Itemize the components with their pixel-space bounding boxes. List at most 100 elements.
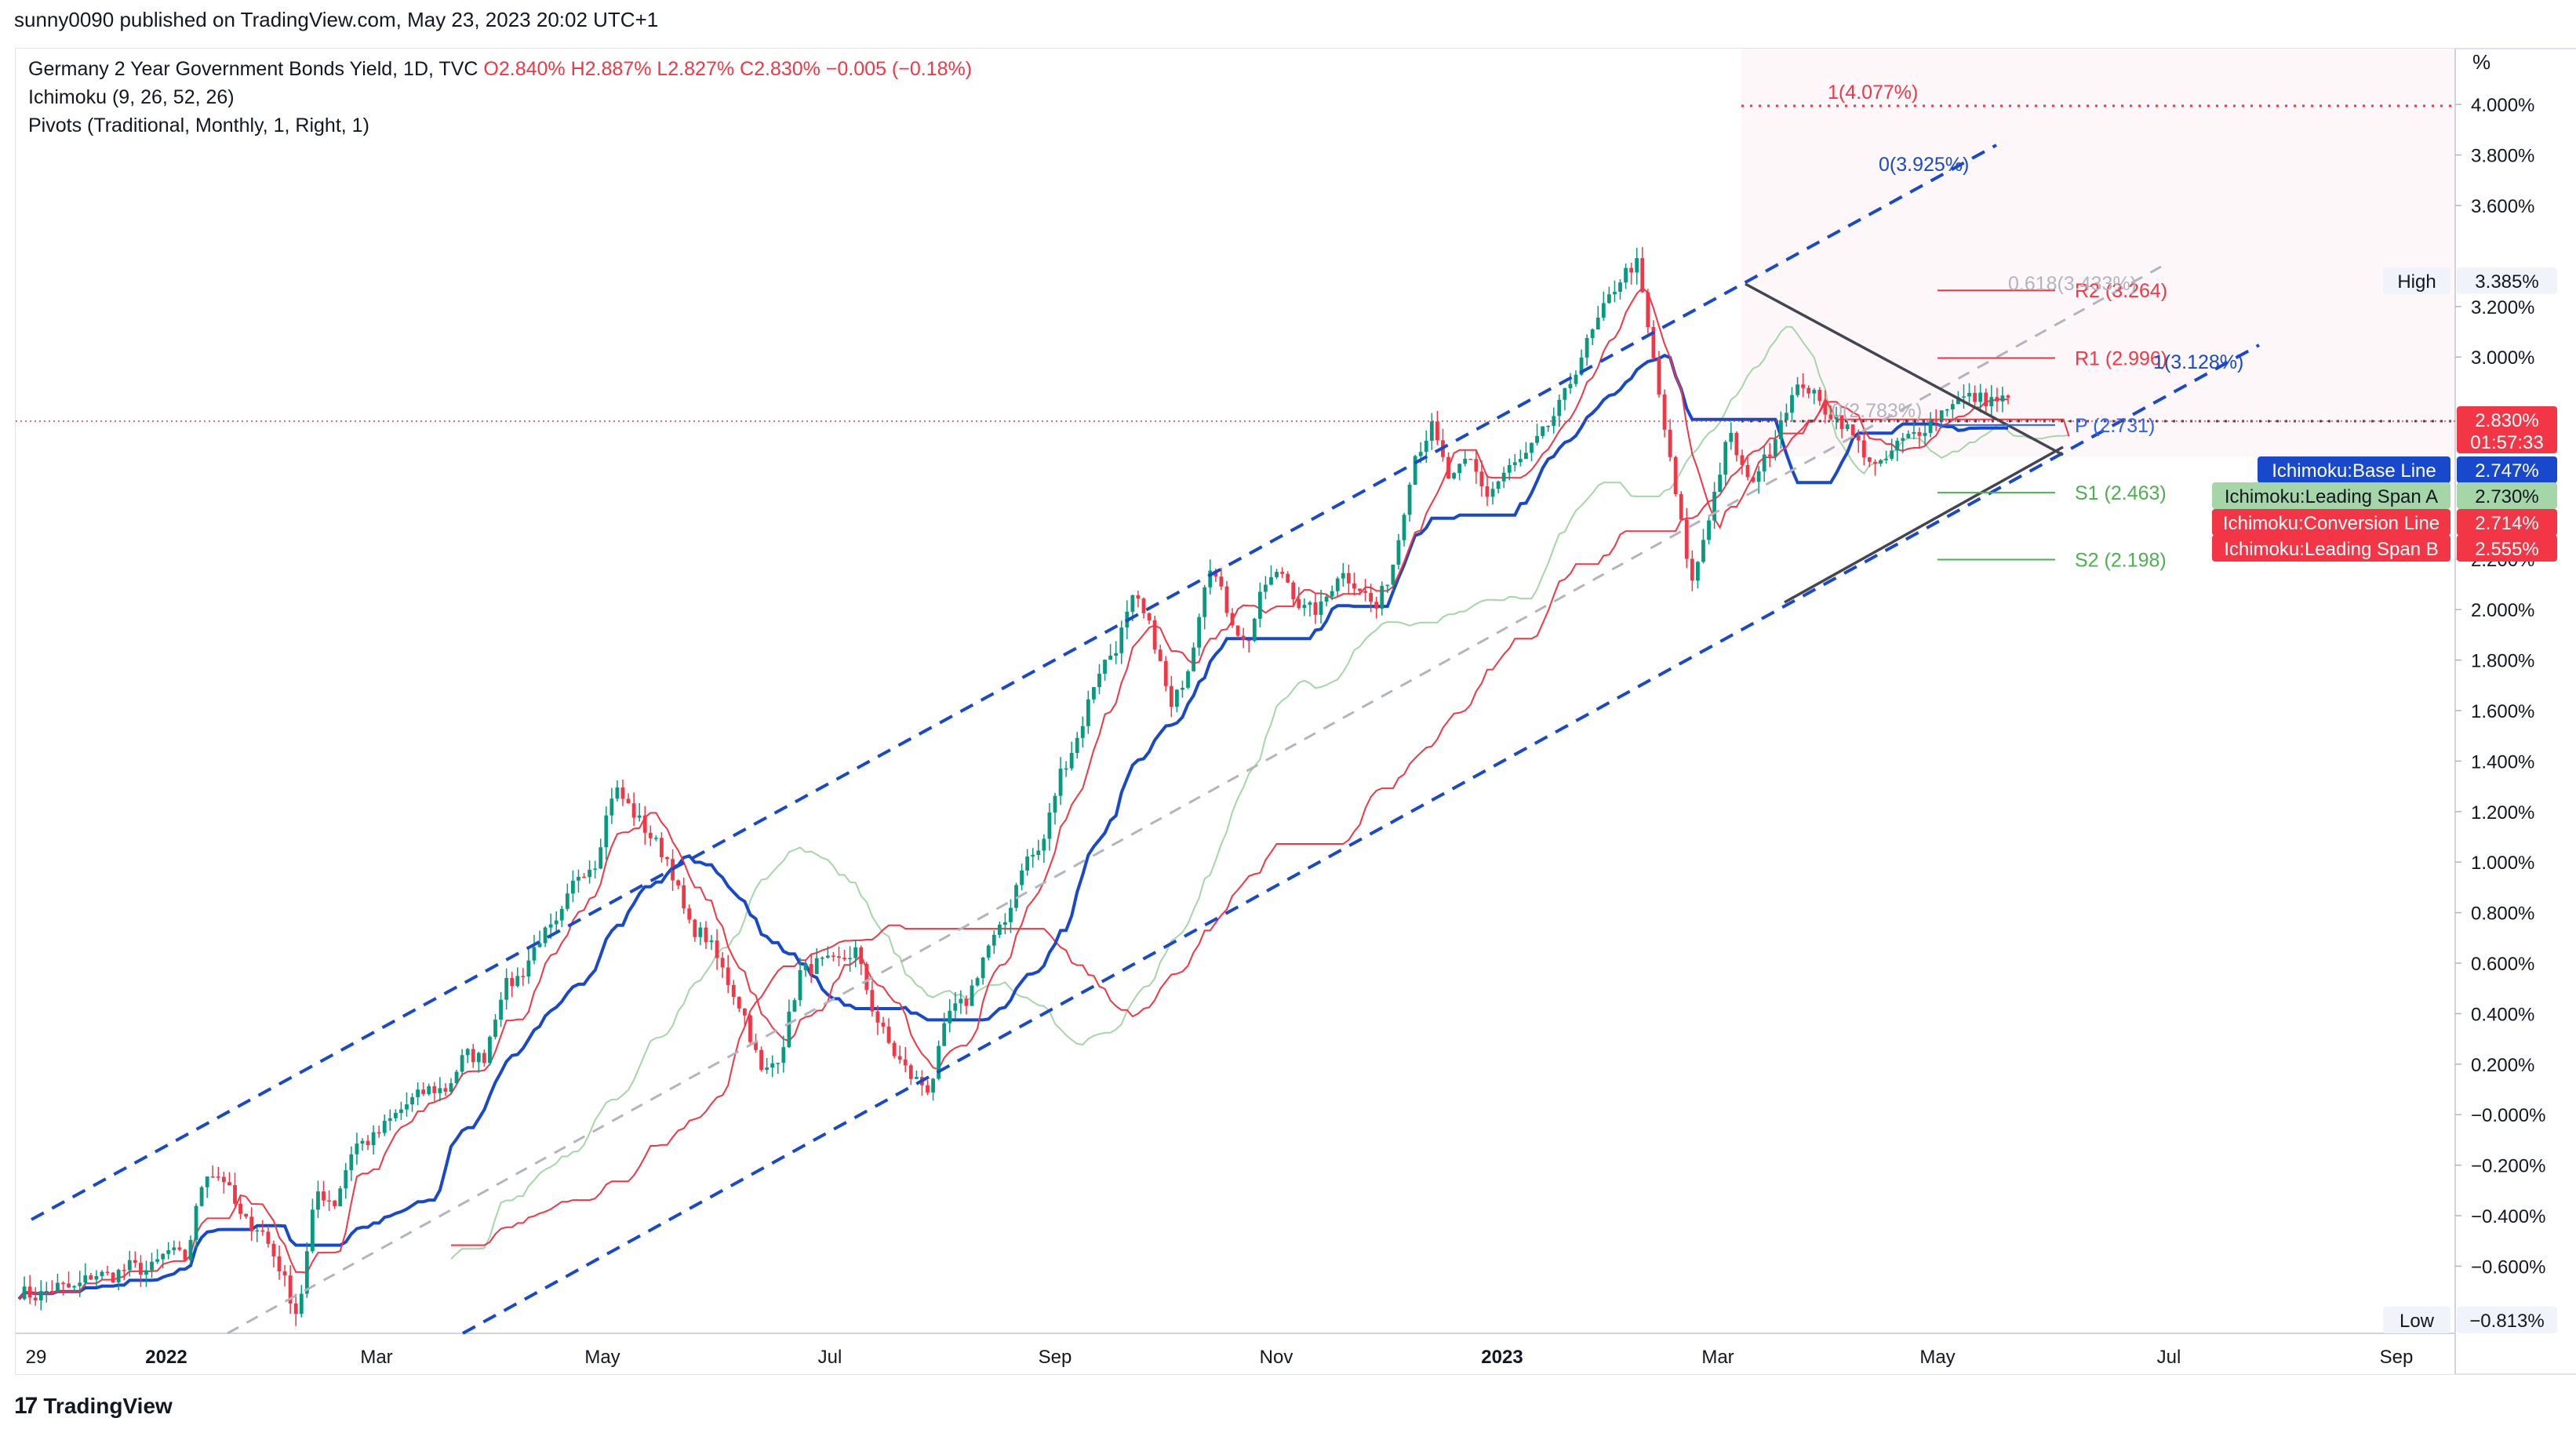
channel-lower [462, 344, 2260, 1335]
candle-body [975, 978, 980, 986]
candle-body [2006, 395, 2010, 398]
candle-body [333, 1200, 337, 1206]
tradingview-brand[interactable]: 17 TradingView [14, 1393, 173, 1420]
candle-body [593, 868, 598, 870]
span-b-value: 2.555% [2475, 539, 2538, 560]
candle-body [537, 943, 542, 947]
candle-body [1939, 410, 1944, 422]
candle-body [271, 1243, 276, 1256]
candle-body [1679, 494, 1683, 520]
candle-body [1380, 586, 1384, 609]
candle-body [903, 1059, 908, 1066]
x-tick-label: Jul [2157, 1347, 2181, 1368]
candle-body [1047, 812, 1052, 839]
candle-body [914, 1077, 919, 1079]
legend-symbol-row[interactable]: Germany 2 Year Government Bonds Yield, 1… [28, 55, 972, 83]
candle-body [1928, 420, 1933, 434]
candle-body [1812, 390, 1817, 394]
candle-body [908, 1065, 913, 1079]
candle-body [1956, 397, 1960, 405]
candle-body [559, 908, 564, 921]
candle-body [1396, 540, 1401, 565]
candle-body [765, 1067, 770, 1071]
y-tick-label: 1.400% [2471, 751, 2534, 773]
candle-body [1319, 601, 1323, 615]
tradingview-name: TradingView [43, 1394, 173, 1418]
y-tick-label: 1.600% [2471, 701, 2534, 722]
candle-body [1901, 438, 1905, 441]
candle-body [848, 958, 853, 959]
candle-body [1341, 573, 1345, 579]
candle-body [1579, 357, 1584, 375]
candle-body [1053, 795, 1057, 813]
candle-body [449, 1083, 453, 1092]
candle-body [266, 1231, 271, 1244]
conversion-value: 2.714% [2475, 513, 2538, 534]
candle-body [1108, 656, 1113, 660]
candle-body [1496, 481, 1501, 489]
candle-body [116, 1270, 121, 1283]
candle-body [299, 1293, 304, 1314]
candle-body [1684, 519, 1689, 559]
candle-body [1468, 458, 1473, 460]
candle-body [1136, 595, 1141, 599]
candle-body [111, 1272, 115, 1283]
base-name: Ichimoku:Base Line [2272, 460, 2436, 482]
candle-body [698, 927, 703, 937]
candle-body [1867, 457, 1872, 462]
candle-body [67, 1283, 71, 1288]
candle-body [770, 1063, 775, 1068]
y-tick-label: 3.600% [2471, 196, 2534, 217]
candle-body [510, 977, 515, 987]
candle-body [277, 1256, 282, 1271]
candle-body [682, 885, 686, 909]
candle-body [737, 997, 741, 1009]
candle-body [781, 1047, 786, 1064]
candle-body [244, 1213, 249, 1217]
candle-body [482, 1053, 486, 1064]
high-value: 3.385% [2475, 271, 2538, 293]
fib-annotation: 0(3.925%) [1879, 154, 1969, 176]
candle-body [210, 1176, 215, 1178]
candle-body [1606, 294, 1611, 304]
y-tick-label: 0.400% [2471, 1004, 2534, 1025]
candle-body [172, 1247, 176, 1251]
candle-body [1635, 258, 1639, 273]
y-tick-label: 0.200% [2471, 1055, 2534, 1076]
candle-body [1618, 282, 1622, 293]
candle-body [842, 958, 846, 959]
candle-body [344, 1170, 348, 1189]
fib-annotation: 0(2.783%) [1832, 400, 1922, 422]
candle-body [1446, 456, 1450, 479]
candle-body [892, 1042, 897, 1056]
span-a-name-tag [2212, 482, 2450, 509]
span-a-name: Ichimoku:Leading Span A [2225, 486, 2438, 507]
candle-body [1291, 582, 1296, 600]
legend-ichimoku[interactable]: Ichimoku (9, 26, 52, 26) [28, 86, 235, 108]
y-tick-label: 0.600% [2471, 954, 2534, 975]
candle-body [316, 1191, 320, 1210]
forecast-shade [1741, 49, 2455, 456]
candle-body [1845, 424, 1850, 429]
candle-body [1246, 639, 1251, 642]
candle-body [1385, 584, 1390, 587]
candle-body [543, 927, 548, 944]
candle-body [1346, 573, 1351, 584]
legend-pivots[interactable]: Pivots (Traditional, Monthly, 1, Right, … [28, 115, 369, 136]
candle-body [127, 1260, 132, 1271]
candle-body [1186, 671, 1190, 688]
fib-annotation: 1(3.128%) [2153, 351, 2243, 373]
candle-body [1435, 421, 1439, 441]
candle-body [1169, 685, 1173, 707]
triangle-upper [1745, 282, 2064, 456]
candle-body [1119, 627, 1124, 653]
candle-body [964, 998, 969, 1006]
candle-body [405, 1104, 409, 1110]
bar-countdown: 01:57:33 [2470, 432, 2543, 453]
low-value: −0.813% [2469, 1311, 2544, 1332]
candle-body [1718, 475, 1723, 493]
candle-body [366, 1140, 370, 1146]
candle-body [1590, 329, 1595, 339]
candle-body [1474, 459, 1479, 472]
